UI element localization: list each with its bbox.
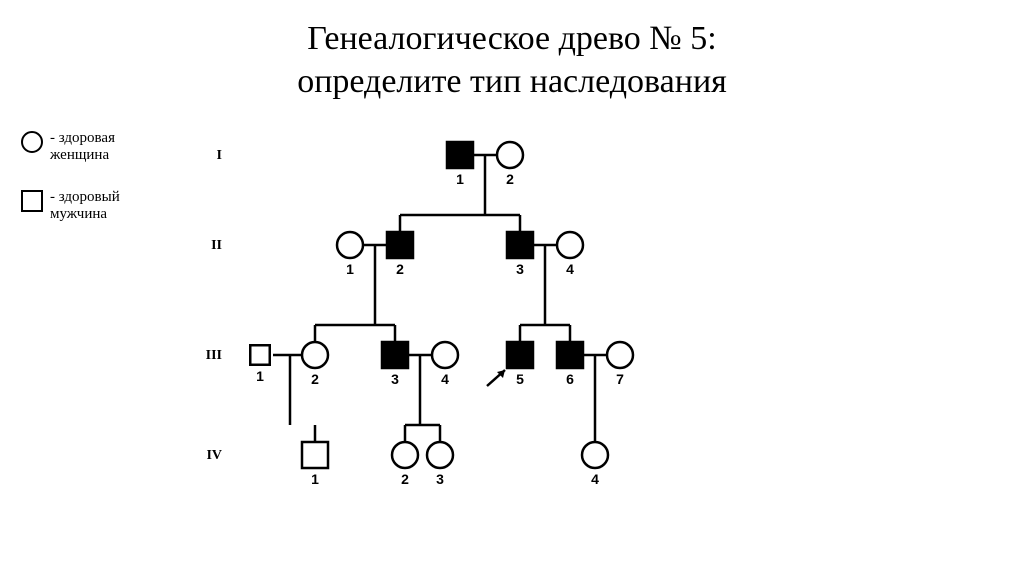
page-title: Генеалогическое древо № 5: определите ти…: [0, 0, 1024, 103]
svg-text:4: 4: [591, 471, 599, 487]
pedigree-male: [507, 342, 533, 368]
pedigree-female: [607, 342, 633, 368]
svg-text:I: I: [217, 148, 222, 163]
svg-text:2: 2: [311, 371, 319, 387]
pedigree-female: [432, 342, 458, 368]
square-icon: [20, 189, 44, 213]
title-line-2: определите тип наследования: [0, 61, 1024, 104]
svg-text:3: 3: [516, 261, 524, 277]
pedigree-male: [557, 342, 583, 368]
pedigree-female: [337, 232, 363, 258]
svg-text:1: 1: [456, 171, 464, 187]
pedigree-male: [382, 342, 408, 368]
pedigree-chart: IIIIIIIV12123412345671234: [200, 135, 760, 495]
svg-text:4: 4: [566, 261, 574, 277]
pedigree-male: [387, 232, 413, 258]
pedigree-male: [302, 442, 328, 468]
pedigree-female: [582, 442, 608, 468]
svg-text:II: II: [211, 238, 222, 253]
pedigree-male: [250, 345, 270, 365]
pedigree-female: [497, 142, 523, 168]
svg-text:1: 1: [346, 261, 354, 277]
pedigree-male: [507, 232, 533, 258]
svg-text:2: 2: [401, 471, 409, 487]
legend-male-text: - здоровыймужчина: [50, 189, 120, 222]
circle-icon: [20, 130, 44, 154]
title-line-1: Генеалогическое древо № 5:: [0, 18, 1024, 61]
svg-text:7: 7: [616, 371, 624, 387]
svg-text:2: 2: [506, 171, 514, 187]
pedigree-male: [447, 142, 473, 168]
pedigree-female: [427, 442, 453, 468]
svg-text:3: 3: [391, 371, 399, 387]
pedigree-female: [392, 442, 418, 468]
legend-male: - здоровыймужчина: [20, 189, 120, 222]
svg-text:5: 5: [516, 371, 524, 387]
svg-text:3: 3: [436, 471, 444, 487]
pedigree-female: [557, 232, 583, 258]
svg-text:4: 4: [441, 371, 449, 387]
svg-text:2: 2: [396, 261, 404, 277]
svg-text:IV: IV: [206, 448, 222, 463]
svg-text:1: 1: [311, 471, 319, 487]
pedigree-female: [302, 342, 328, 368]
svg-text:6: 6: [566, 371, 574, 387]
legend-female: - здороваяженщина: [20, 130, 120, 163]
legend: - здороваяженщина - здоровыймужчина: [20, 130, 120, 248]
legend-female-text: - здороваяженщина: [50, 130, 115, 163]
svg-text:III: III: [206, 348, 222, 363]
svg-text:1: 1: [256, 368, 264, 384]
